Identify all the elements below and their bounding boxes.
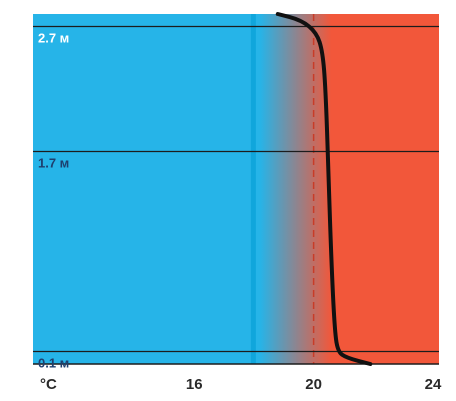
temperature-profile-curve — [275, 12, 373, 366]
cool-zone-stripe — [250, 14, 256, 364]
cool-zone — [33, 14, 261, 364]
x-tick-label: 20 — [305, 376, 322, 393]
height-label: 2.7 м — [38, 31, 69, 46]
temperature-gradient-zone — [259, 14, 332, 364]
x-tick-label: 16 — [186, 376, 203, 393]
warm-zone — [330, 14, 439, 364]
x-tick-label: 24 — [425, 376, 442, 393]
height-label: 0.1 м — [38, 356, 69, 371]
x-axis-unit-label: °C — [40, 376, 57, 393]
height-label: 1.7 м — [38, 156, 69, 171]
